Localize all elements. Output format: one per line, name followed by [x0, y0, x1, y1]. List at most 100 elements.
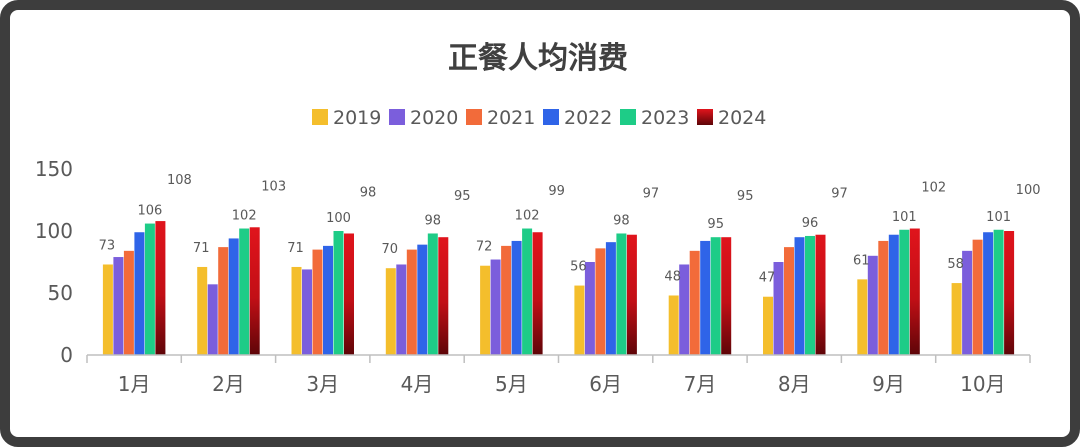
bar: [396, 264, 407, 355]
x-tick-label: 5月: [495, 372, 528, 396]
data-label: 98: [613, 213, 630, 228]
data-label: 98: [360, 185, 377, 200]
x-tick-label: 8月: [778, 372, 811, 396]
bar: [522, 228, 533, 355]
bar: [102, 264, 113, 355]
legend-item: 2019: [312, 107, 381, 129]
data-label: 108: [167, 173, 192, 188]
data-label: 97: [831, 187, 848, 202]
bar: [668, 295, 679, 355]
bar: [249, 227, 260, 355]
bar: [228, 238, 239, 355]
bar: [385, 268, 396, 355]
bar: [480, 265, 491, 355]
data-label: 98: [425, 213, 442, 228]
y-tick-label: 100: [35, 219, 73, 243]
legend-label: 2020: [410, 107, 458, 129]
legend-swatch: [543, 109, 559, 125]
bar: [689, 250, 700, 355]
data-label: 71: [287, 241, 304, 256]
x-tick-label: 7月: [684, 372, 717, 396]
bar: [417, 244, 428, 355]
bar: [427, 233, 438, 355]
bar: [888, 234, 899, 355]
bar: [155, 221, 166, 355]
x-tick-label: 2月: [212, 372, 245, 396]
x-tick-label: 6月: [589, 372, 622, 396]
data-label: 102: [232, 209, 257, 224]
data-label: 73: [99, 238, 116, 253]
data-label: 72: [476, 240, 493, 255]
bar: [962, 250, 973, 355]
legend-item: 2023: [620, 107, 689, 129]
data-label: 95: [737, 189, 754, 204]
bar: [302, 269, 312, 355]
y-tick-label: 150: [35, 157, 73, 181]
bar: [815, 234, 826, 355]
bar: [501, 245, 512, 355]
data-label: 61: [853, 253, 870, 268]
data-label: 47: [759, 271, 776, 286]
x-tick-label: 4月: [401, 372, 434, 396]
data-label: 97: [643, 187, 660, 202]
legend-item: 2024: [697, 107, 766, 129]
legend-swatch: [620, 109, 636, 125]
bar: [490, 259, 501, 355]
data-label: 106: [137, 204, 162, 219]
bar: [721, 237, 732, 355]
bar: [710, 237, 721, 355]
data-label: 101: [986, 210, 1011, 225]
x-axis: 1月 2月 3月 4月 5月 6月 7月 8月 9月 10月: [86, 354, 1031, 396]
bar: [584, 262, 595, 355]
bar: [763, 296, 773, 355]
bar: [197, 266, 208, 355]
bar: [679, 264, 690, 355]
data-label: 100: [1016, 183, 1041, 198]
bar: [857, 279, 868, 355]
bars: [102, 221, 1015, 355]
legend-label: 2023: [641, 107, 689, 129]
data-label: 95: [707, 217, 724, 232]
bar: [983, 232, 994, 355]
data-label: 58: [947, 257, 964, 272]
bar: [511, 240, 522, 355]
y-tick-label: 0: [60, 343, 73, 367]
legend-label: 2024: [718, 107, 766, 129]
bar: [113, 257, 124, 355]
legend-item: 2021: [466, 107, 535, 129]
x-tick-label: 3月: [306, 372, 339, 396]
legend-item: 2022: [543, 107, 612, 129]
legend: 2019 2020 2021 2022 2023 2024: [312, 107, 766, 129]
legend-swatch: [466, 109, 482, 125]
bar: [312, 249, 323, 355]
bar: [323, 245, 333, 355]
x-tick-label: 10月: [960, 372, 1005, 396]
data-label: 99: [548, 184, 565, 199]
bar: [595, 248, 606, 355]
legend-swatch: [697, 109, 713, 125]
bar: [626, 234, 637, 355]
data-label: 95: [454, 189, 471, 204]
y-tick-label: 50: [48, 281, 73, 305]
data-label: 96: [802, 216, 819, 231]
bar: [1004, 231, 1015, 355]
bar: [972, 239, 983, 355]
data-label: 102: [921, 181, 946, 196]
bar: [951, 283, 962, 355]
bar: [344, 233, 354, 355]
data-label: 71: [193, 241, 210, 256]
bar: [574, 285, 585, 355]
bar: [909, 228, 920, 355]
bar: [899, 229, 910, 355]
x-tick-label: 1月: [118, 372, 151, 396]
legend-item: 2020: [389, 107, 458, 129]
data-labels: 73 106 108 71 102 103 71 100 98 70 98 95 72 102 99 56 98…: [99, 173, 1041, 286]
bar: [805, 235, 815, 355]
data-label: 70: [382, 242, 399, 257]
data-label: 101: [892, 210, 917, 225]
legend-label: 2019: [333, 107, 381, 129]
bar: [794, 237, 805, 355]
bar: [218, 247, 229, 355]
bar: [239, 228, 250, 355]
